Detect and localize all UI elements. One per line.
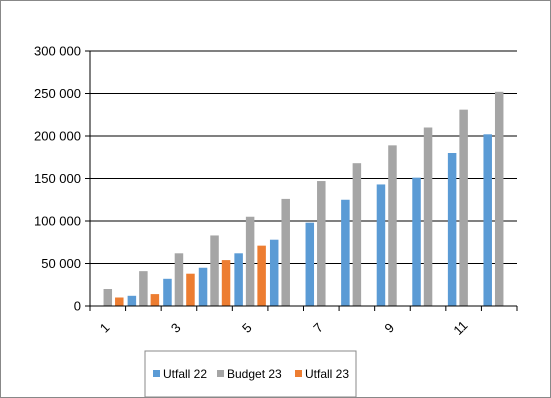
legend-box: [144, 350, 357, 398]
bar: [127, 295, 137, 306]
bar: [494, 91, 504, 306]
legend-swatch: [217, 370, 224, 377]
legend-swatch: [153, 370, 160, 377]
bar: [388, 145, 397, 306]
bar: [257, 245, 266, 306]
bar: [139, 271, 148, 306]
bar: [352, 163, 362, 306]
bar: [447, 153, 457, 306]
y-tick-label: 50 000: [41, 256, 81, 271]
bar: [305, 222, 315, 306]
y-tick-label: 150 000: [34, 171, 81, 186]
y-tick-label: 300 000: [34, 44, 81, 59]
legend-swatch: [295, 370, 302, 377]
bar: [341, 199, 350, 306]
bar: [210, 235, 219, 306]
bar: [234, 253, 243, 306]
bar: [376, 184, 386, 306]
bars: [103, 91, 504, 307]
legend-label: Utfall 23: [305, 367, 349, 381]
legend-label: Budget 23: [227, 367, 282, 381]
x-tick-label: 1: [97, 320, 113, 336]
x-tick-label: 3: [168, 320, 184, 336]
x-tick-label: 9: [381, 320, 397, 336]
bar: [174, 253, 184, 306]
bar: [317, 181, 326, 306]
x-tick-label: 5: [239, 320, 255, 336]
bar: [150, 294, 160, 306]
bar: [423, 127, 433, 306]
y-axis-ticks: 0 50 000 100 000 150 000 200 000 250 000 300 0…: [34, 44, 90, 314]
bar: [483, 134, 492, 306]
bar: [221, 260, 231, 306]
bar: [412, 177, 421, 306]
x-tick-label: 7: [310, 320, 326, 336]
bar: [186, 273, 195, 306]
y-tick-label: 100 000: [34, 214, 81, 229]
bar: [281, 198, 290, 306]
bar: [245, 216, 255, 306]
legend: Utfall 22 Budget 23 Utfall 23: [144, 350, 357, 398]
legend-label: Utfall 22: [163, 367, 207, 381]
y-tick-label: 250 000: [34, 86, 81, 101]
bar: [115, 297, 124, 306]
y-tick-label: 200 000: [34, 129, 81, 144]
x-axis-ticks: 1 3 5 7 9 11: [89, 306, 518, 338]
x-tick-label: 11: [450, 318, 470, 338]
y-tick-label: 0: [74, 299, 81, 314]
bar: [459, 109, 468, 307]
bar: [103, 289, 113, 306]
bar: [198, 267, 208, 306]
bar: [269, 239, 279, 306]
bar: [163, 278, 172, 306]
